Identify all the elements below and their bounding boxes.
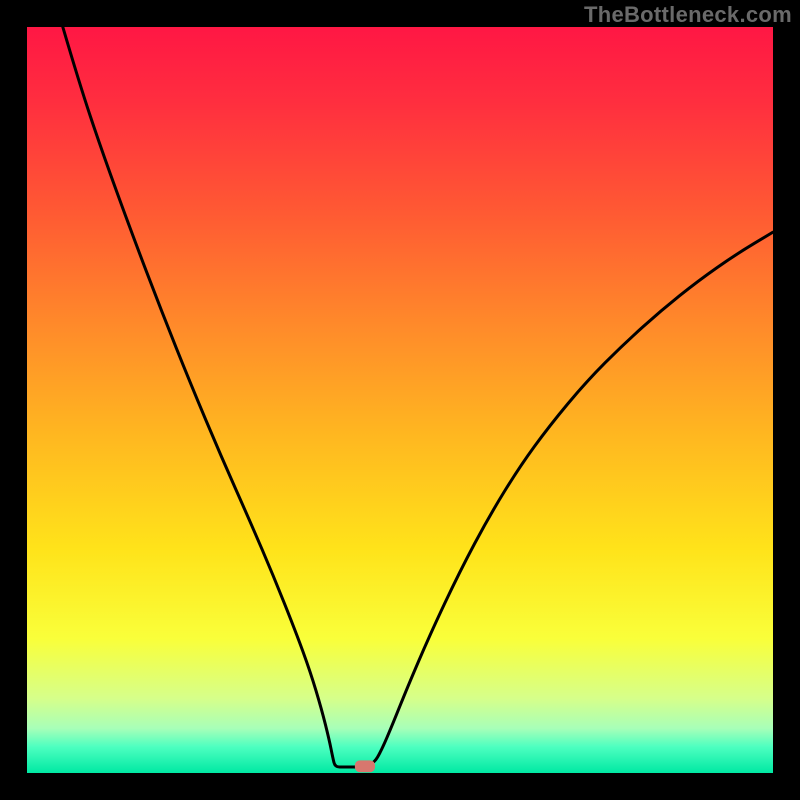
minimum-marker xyxy=(355,760,375,772)
bottleneck-chart xyxy=(0,0,800,800)
watermark-text: TheBottleneck.com xyxy=(584,2,792,28)
plot-background xyxy=(27,27,773,773)
